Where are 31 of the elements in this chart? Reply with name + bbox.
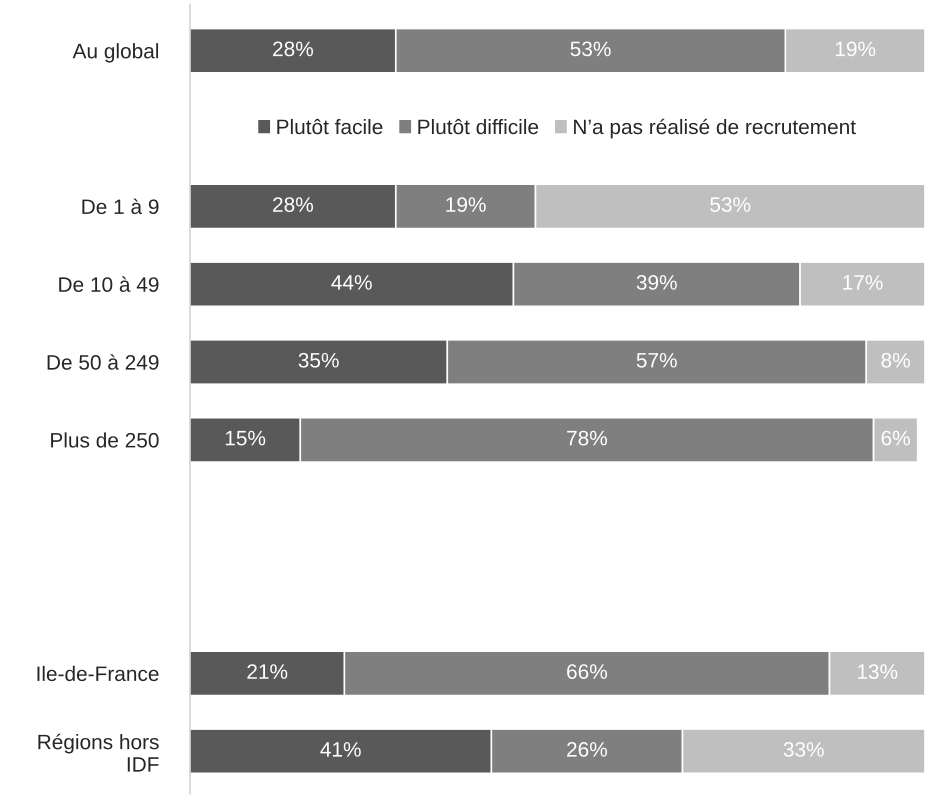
data-label: 53% [710, 197, 750, 212]
y-tick-label: Régions hors IDF [38, 734, 159, 772]
data-label: 17% [843, 275, 883, 290]
y-tick-label: De 1 à 9 [82, 198, 158, 214]
data-label: 78% [567, 430, 608, 446]
data-label: 28% [273, 42, 314, 56]
data-label: 21% [247, 664, 288, 679]
y-tick-label: Plus de 250 [51, 432, 159, 448]
data-label: 53% [570, 42, 611, 56]
y-tick-label: Au global [72, 43, 158, 63]
legend-label: Plutôt facile [277, 118, 382, 134]
data-label: 26% [567, 742, 608, 757]
data-label: 8% [881, 352, 910, 368]
data-label: 41% [320, 742, 361, 757]
data-label: 19% [446, 197, 486, 212]
data-label: 6% [882, 430, 910, 446]
legend-label: N’a pas réalisé de recrutement [574, 118, 856, 138]
data-label: 28% [273, 197, 314, 212]
data-label: 15% [226, 430, 266, 446]
data-label: 35% [298, 352, 339, 368]
data-label: 44% [331, 275, 372, 290]
legend-label: Plutôt difficile [418, 118, 538, 134]
data-label: 19% [836, 42, 876, 56]
data-label: 66% [567, 664, 608, 679]
data-label: 13% [858, 664, 898, 679]
data-label: 39% [636, 275, 677, 290]
data-label: 57% [636, 352, 677, 368]
y-tick-label: Ile-de-France [37, 666, 159, 682]
y-tick-label: De 50 à 249 [48, 354, 158, 370]
y-tick-label: De 10 à 49 [59, 276, 158, 292]
data-label: 33% [784, 742, 824, 757]
